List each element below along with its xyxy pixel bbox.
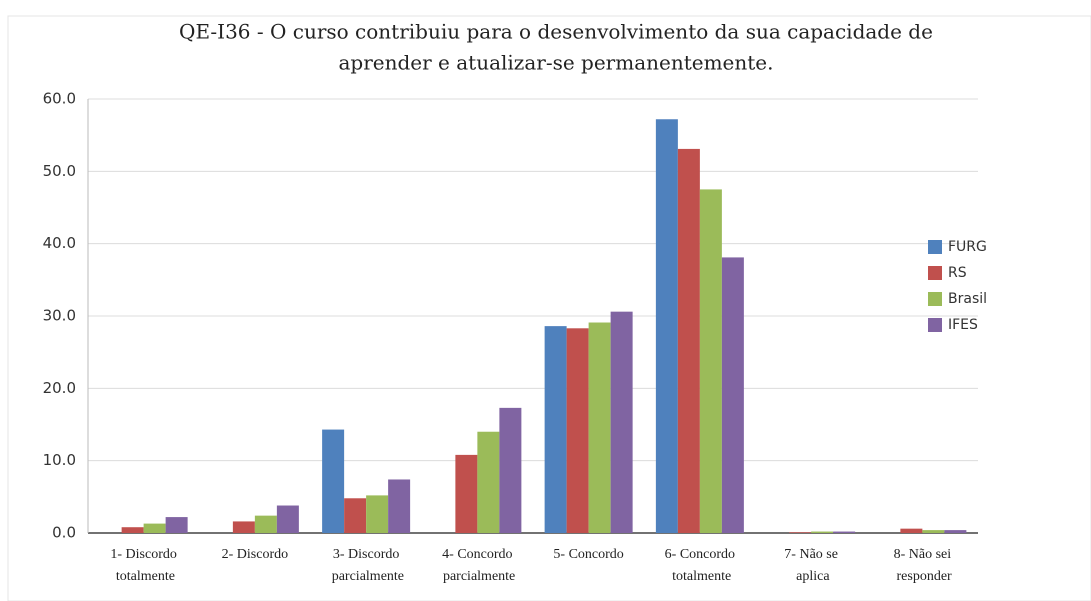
x-tick-label: 4- Concordo parcialmente	[439, 547, 515, 584]
bar	[811, 531, 834, 533]
x-tick-label: 5- Concordo	[553, 547, 623, 562]
y-tick-label: 30.0	[43, 307, 76, 325]
bar	[699, 189, 722, 533]
bar	[544, 326, 567, 533]
x-tick-label: 2- Discordo	[222, 547, 289, 562]
bar	[677, 148, 700, 533]
bar	[121, 527, 144, 533]
bar	[900, 528, 923, 533]
legend-label: RS	[948, 265, 967, 281]
chart-title: aprender e atualizar-se permanentemente.	[338, 51, 773, 75]
bar	[276, 505, 299, 533]
bar	[566, 328, 589, 533]
bar	[322, 429, 345, 533]
legend-label: Brasil	[948, 291, 987, 307]
legend-swatch	[928, 240, 942, 254]
x-tick-label: 7- Não se aplica	[784, 547, 838, 584]
bar	[477, 431, 500, 533]
y-tick-label: 60.0	[43, 90, 76, 108]
bar	[588, 322, 611, 533]
bar	[366, 495, 389, 533]
y-tick-label: 10.0	[43, 451, 76, 469]
bar	[922, 530, 945, 533]
bar	[254, 515, 277, 533]
legend-swatch	[928, 266, 942, 280]
bar	[499, 407, 522, 533]
bar	[455, 454, 478, 533]
legend-label: FURG	[948, 239, 987, 255]
bar	[944, 530, 967, 533]
x-tick-label: 1- Discordo totalmente	[110, 547, 177, 584]
x-tick-label: 3- Discordo parcialmente	[328, 547, 404, 584]
y-tick-label: 50.0	[43, 162, 76, 180]
bar	[610, 311, 633, 533]
x-tick-label: 8- Não sei responder	[893, 547, 952, 584]
bar	[143, 523, 166, 533]
bar	[655, 119, 678, 534]
legend-label: IFES	[948, 317, 978, 333]
bar	[232, 521, 255, 533]
bar	[165, 517, 188, 533]
legend-swatch	[928, 318, 942, 332]
legend-swatch	[928, 292, 942, 306]
bar	[789, 532, 812, 533]
x-tick-label: 6- Concordo totalmente	[665, 547, 735, 584]
bar	[721, 257, 744, 533]
chart-title: QE-I36 - O curso contribuiu para o desen…	[179, 20, 933, 44]
bar	[833, 531, 856, 533]
bar	[344, 498, 367, 533]
bar	[388, 479, 411, 533]
y-tick-label: 20.0	[43, 379, 76, 397]
y-tick-label: 40.0	[43, 234, 76, 252]
frame	[7, 15, 1091, 601]
y-tick-label: 0.0	[52, 524, 76, 542]
